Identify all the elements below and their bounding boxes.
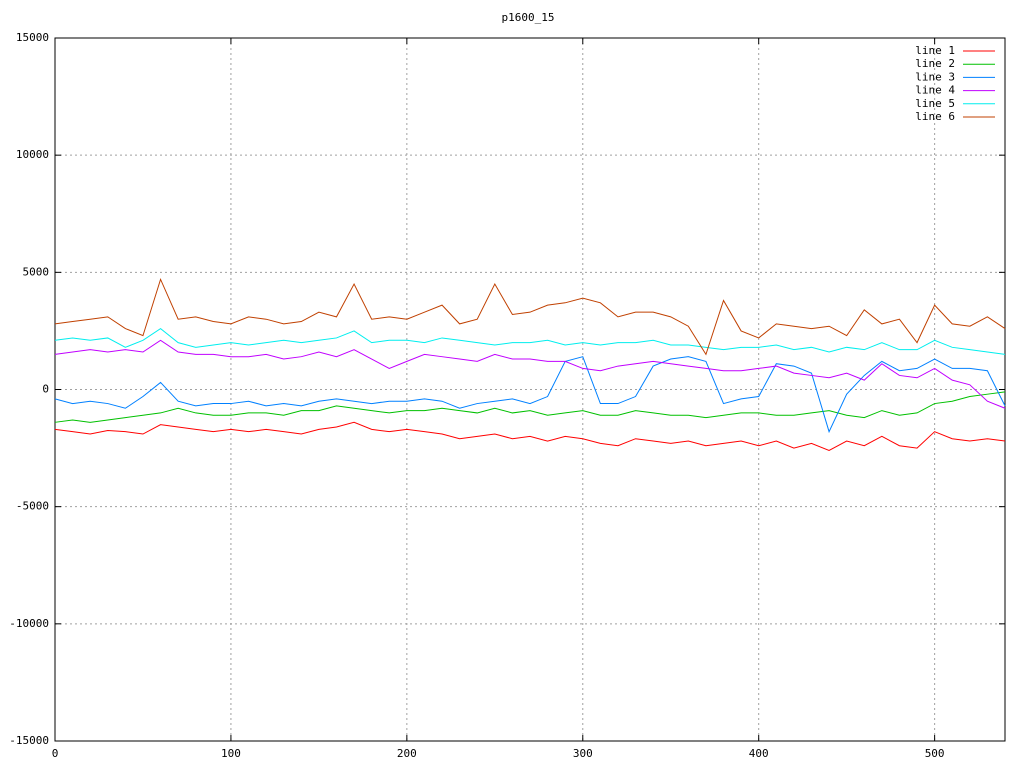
data-line	[54, 327, 1006, 355]
y-tick-label: -10000	[9, 617, 49, 630]
x-tick-label: 300	[573, 747, 593, 760]
legend-label: line 5	[915, 97, 955, 110]
legend-label: line 1	[915, 44, 955, 57]
legend-label: line 4	[915, 84, 955, 97]
x-tick-label: 100	[221, 747, 241, 760]
data-line	[54, 277, 1006, 356]
data-line	[54, 391, 1006, 423]
data-line	[54, 356, 1006, 434]
legend-label: line 3	[915, 70, 955, 83]
data-line	[54, 421, 1006, 451]
x-tick-label: 500	[925, 747, 945, 760]
plot-border	[54, 37, 1006, 742]
x-tick-label: 400	[749, 747, 769, 760]
y-tick-label: 0	[42, 383, 49, 396]
chart-title: p1600_15	[502, 11, 555, 24]
data-line	[54, 339, 1006, 409]
y-tick-label: -15000	[9, 734, 49, 747]
legend-label: line 6	[915, 110, 955, 123]
y-tick-label: 15000	[16, 31, 49, 44]
y-tick-label: 10000	[16, 148, 49, 161]
legend-label: line 2	[915, 57, 955, 70]
x-tick-label: 0	[52, 747, 59, 760]
y-tick-label: 5000	[23, 265, 50, 278]
y-tick-label: -5000	[16, 500, 49, 513]
x-tick-label: 200	[397, 747, 417, 760]
